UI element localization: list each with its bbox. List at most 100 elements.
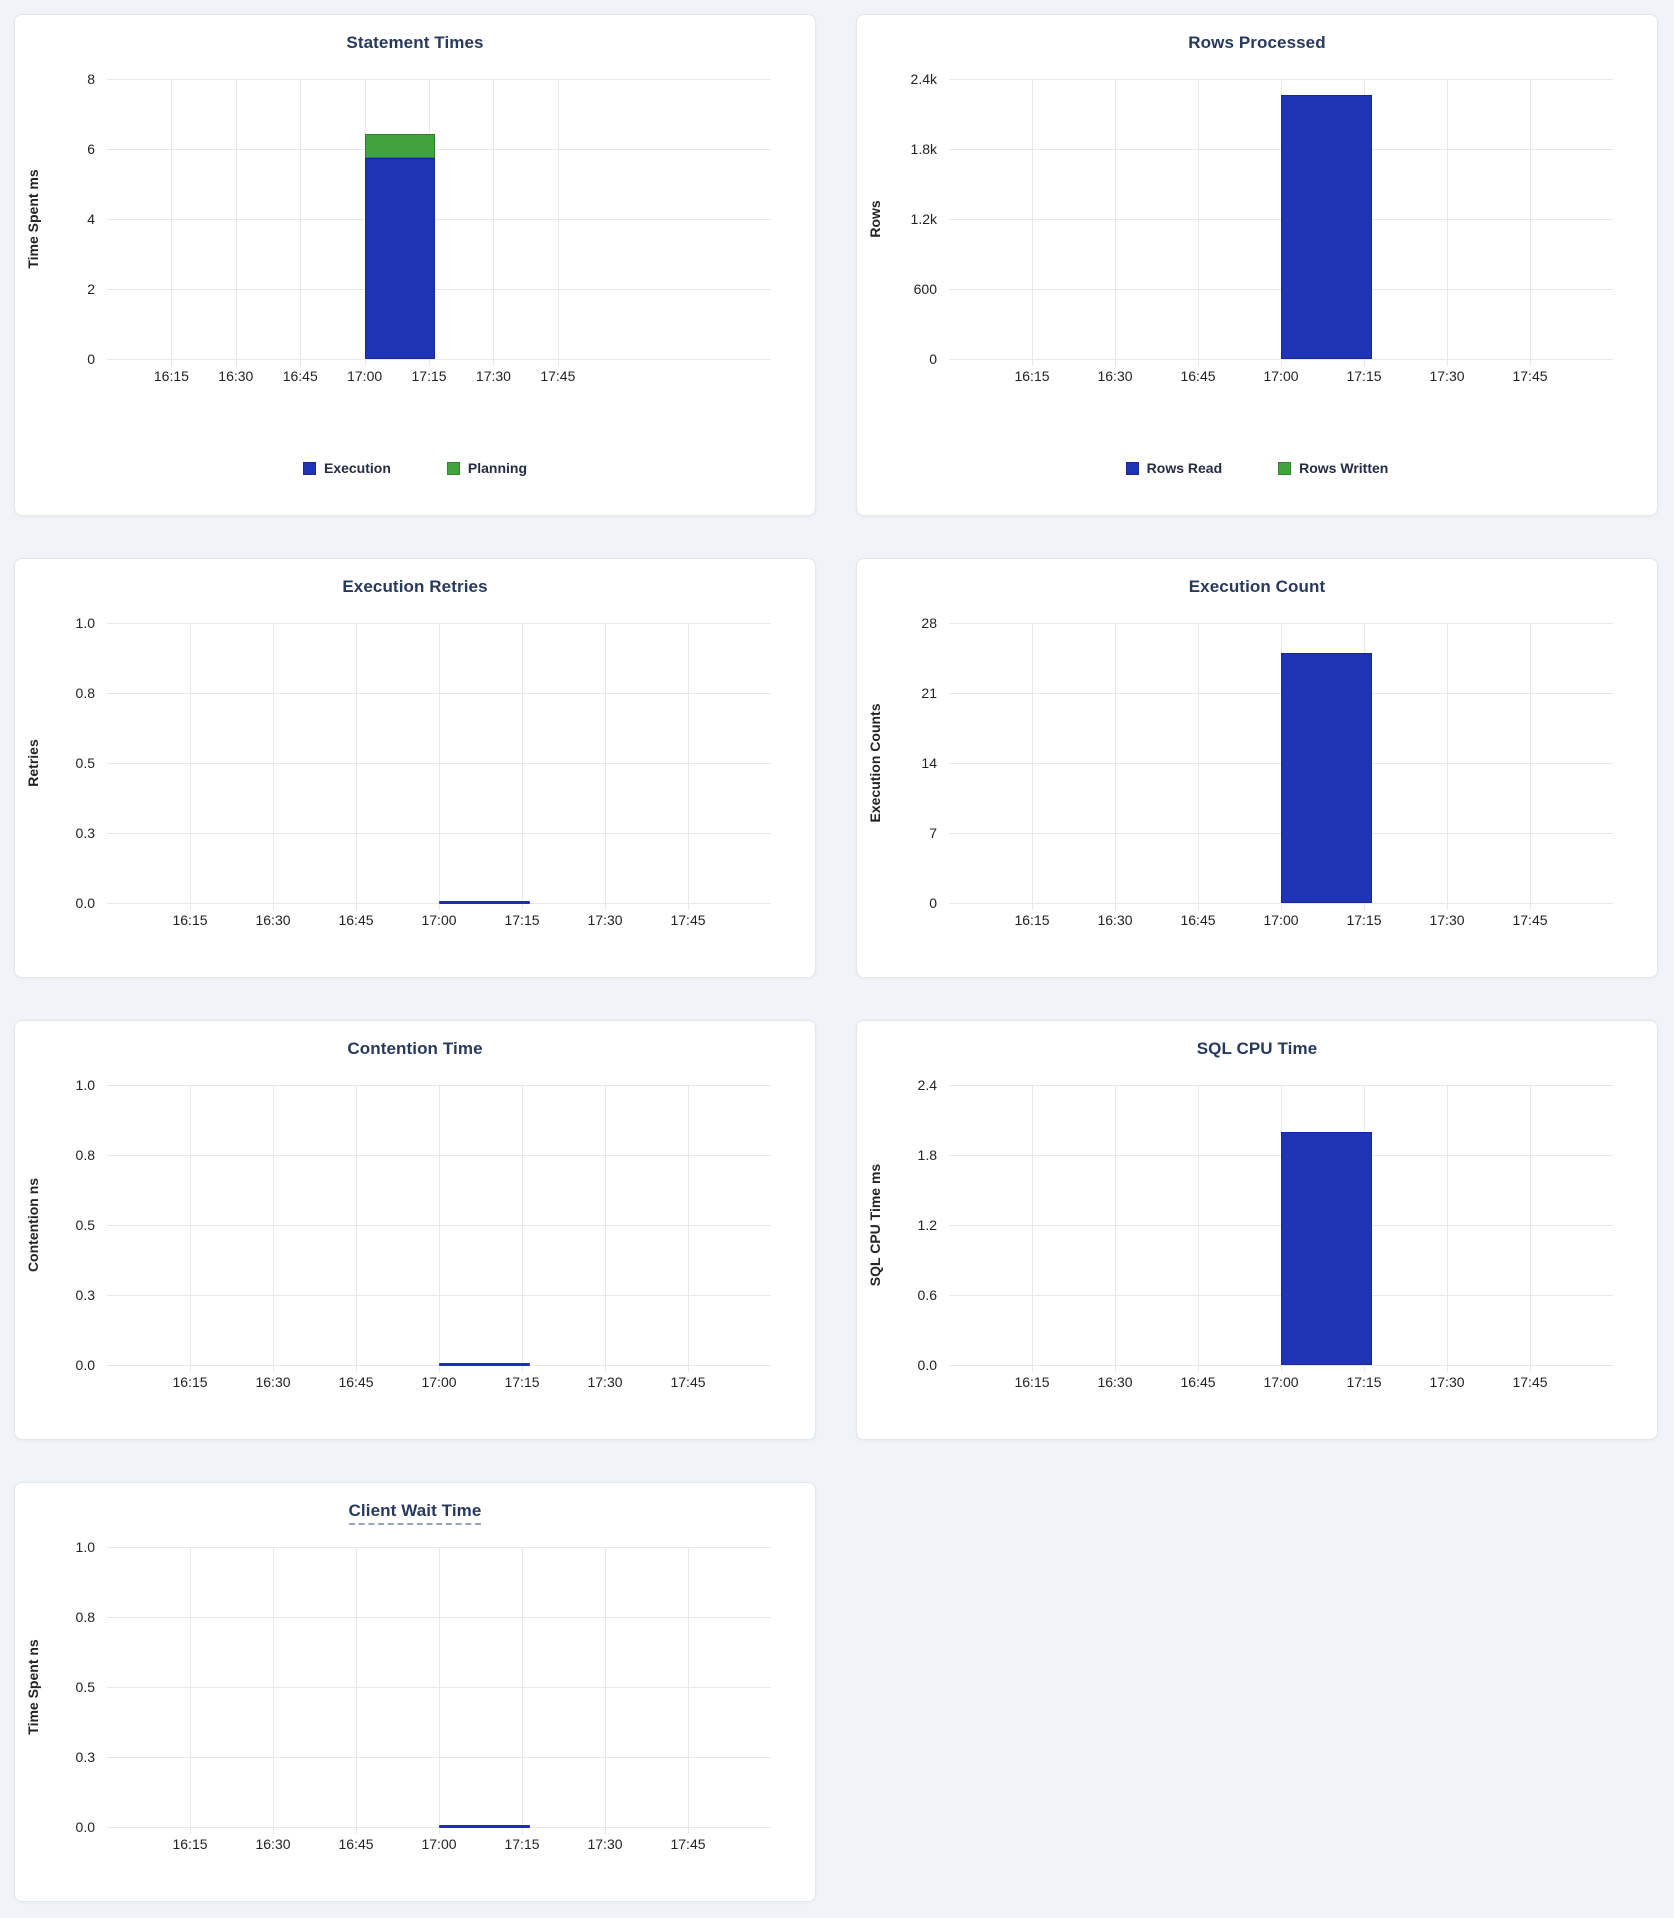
x-axis-tick-labels: 16:15 16:30 16:45 17:00 17:15 17:30 17:45 [107,912,771,930]
plot-area-contention-time[interactable] [107,1085,771,1372]
x-tick-label: 16:15 [172,1836,208,1852]
vertical-gridline [1032,1085,1033,1372]
chart-title: Rows Processed [857,33,1657,53]
horizontal-gridline [107,359,771,360]
chart-title: Contention Time [15,1039,815,1059]
x-tick-label: 17:00 [347,368,383,384]
chart-card-client-wait-time: Client Wait Time Time Spent ns 1.0 0.8 0.5… [14,1482,816,1902]
vertical-gridline [273,1547,274,1834]
plot-area-sql-cpu-time[interactable] [949,1085,1613,1372]
vertical-gridline [522,1547,523,1834]
vertical-gridline [1032,79,1033,366]
y-tick-label: 1.8k [910,141,937,157]
legend-color-swatch [302,461,316,475]
x-tick-label: 17:30 [587,1836,623,1852]
horizontal-gridline [107,219,771,220]
chart-title-text-client-wait-time[interactable]: Client Wait Time [348,1501,482,1525]
y-axis-tick-labels: 8 6 4 2 0 [51,71,107,367]
vertical-gridline [1198,623,1199,910]
vertical-gridline [1115,623,1116,910]
x-tick-label: 17:30 [1429,912,1465,928]
x-tick-label: 17:00 [1263,1374,1299,1390]
vertical-gridline [1530,623,1531,910]
vertical-gridline [605,1547,606,1834]
y-tick-label: 1.0 [75,1077,95,1093]
vertical-gridline [439,1085,440,1372]
vertical-gridline [356,1547,357,1834]
y-tick-label: 2 [87,281,95,297]
x-tick-label: 17:45 [1512,368,1548,384]
x-tick-label: 16:45 [338,1374,374,1390]
y-tick-label: 0.8 [75,1609,95,1625]
x-tick-label: 17:15 [504,1836,540,1852]
y-tick-label: 0.8 [75,685,95,701]
vertical-gridline [1447,1085,1448,1372]
x-tick-label: 17:15 [1346,1374,1382,1390]
vertical-gridline [171,79,173,366]
vertical-gridline [1530,1085,1531,1372]
vertical-gridline [439,1547,440,1834]
x-axis-tick-labels: 16:15 16:30 16:45 17:00 17:15 17:30 17:45 [107,1374,771,1392]
vertical-gridline [273,1085,274,1372]
x-tick-label: 16:30 [218,368,254,384]
vertical-gridline [493,79,495,366]
y-tick-label: 14 [921,755,937,771]
chart-legend: Execution Planning [15,460,815,476]
x-tick-label: 16:30 [1097,368,1133,384]
x-tick-label: 16:30 [1097,912,1133,928]
chart-title-text-statement-times: Statement Times [346,33,484,52]
vertical-gridline [522,1085,523,1372]
legend-label: Execution [323,460,391,476]
x-tick-label: 17:00 [421,912,457,928]
y-tick-label: 0.0 [917,1357,937,1373]
x-tick-label: 16:45 [1180,1374,1216,1390]
vertical-gridline [1447,79,1448,366]
x-axis-tick-labels: 16:15 16:30 16:45 17:00 17:15 17:30 17:45 [107,368,771,386]
x-tick-label: 16:45 [338,912,374,928]
y-tick-label: 1.0 [75,615,95,631]
y-tick-label: 28 [921,615,937,631]
vertical-gridline [190,1547,191,1834]
x-axis-tick-labels: 16:15 16:30 16:45 17:00 17:15 17:30 17:45 [949,912,1613,930]
vertical-gridline [273,623,274,910]
vertical-gridline [688,1547,689,1834]
x-tick-label: 17:15 [411,368,447,384]
x-axis-tick-labels: 16:15 16:30 16:45 17:00 17:15 17:30 17:45 [107,1836,771,1854]
plot-area-execution-count[interactable] [949,623,1613,910]
chart-title-text-rows-processed: Rows Processed [1188,33,1326,52]
y-tick-label: 0.8 [75,1147,95,1163]
x-tick-label: 17:00 [1263,912,1299,928]
y-tick-label: 1.2 [917,1217,937,1233]
legend-item-rows-read: Rows Read [1125,460,1222,476]
y-tick-label: 0.5 [75,1679,95,1695]
plot-wrap: 16:15 16:30 16:45 17:00 17:15 17:30 17:45 [107,1085,771,1392]
chart-title: Execution Count [857,577,1657,597]
y-axis-unit-label: Time Spent ns [25,1639,41,1735]
x-tick-label: 17:15 [504,912,540,928]
plot-wrap: 16:15 16:30 16:45 17:00 17:15 17:30 17:45 [949,79,1613,386]
plot-area-rows-processed[interactable] [949,79,1613,366]
plot-wrap: 16:15 16:30 16:45 17:00 17:15 17:30 17:45 [107,1547,771,1854]
plot-area-client-wait-time[interactable] [107,1547,771,1834]
y-axis-tick-labels: 2.4 1.8 1.2 0.6 0.0 [893,1077,949,1373]
vertical-gridline [1115,1085,1116,1372]
x-tick-label: 16:15 [172,1374,208,1390]
vertical-gridline [1198,79,1199,366]
x-tick-label: 17:45 [670,912,706,928]
y-tick-label: 0.3 [75,1749,95,1765]
y-tick-label: 7 [929,825,937,841]
x-tick-label: 16:30 [255,1836,291,1852]
y-tick-label: 21 [921,685,937,701]
plot-wrap: 16:15 16:30 16:45 17:00 17:15 17:30 17:45 [949,623,1613,930]
chart-body: Contention ns 1.0 0.8 0.5 0.3 0.0 16:15 16:30… [15,1077,815,1392]
bar-segment-rows-read [1281,95,1373,359]
plot-area-statement-times[interactable] [107,79,771,366]
legend-label: Rows Written [1299,460,1389,476]
plot-area-execution-retries[interactable] [107,623,771,910]
y-tick-label: 0.0 [75,895,95,911]
legend-label: Planning [467,460,528,476]
y-tick-label: 600 [913,281,937,297]
y-tick-label: 0.3 [75,825,95,841]
vertical-gridline [300,79,302,366]
